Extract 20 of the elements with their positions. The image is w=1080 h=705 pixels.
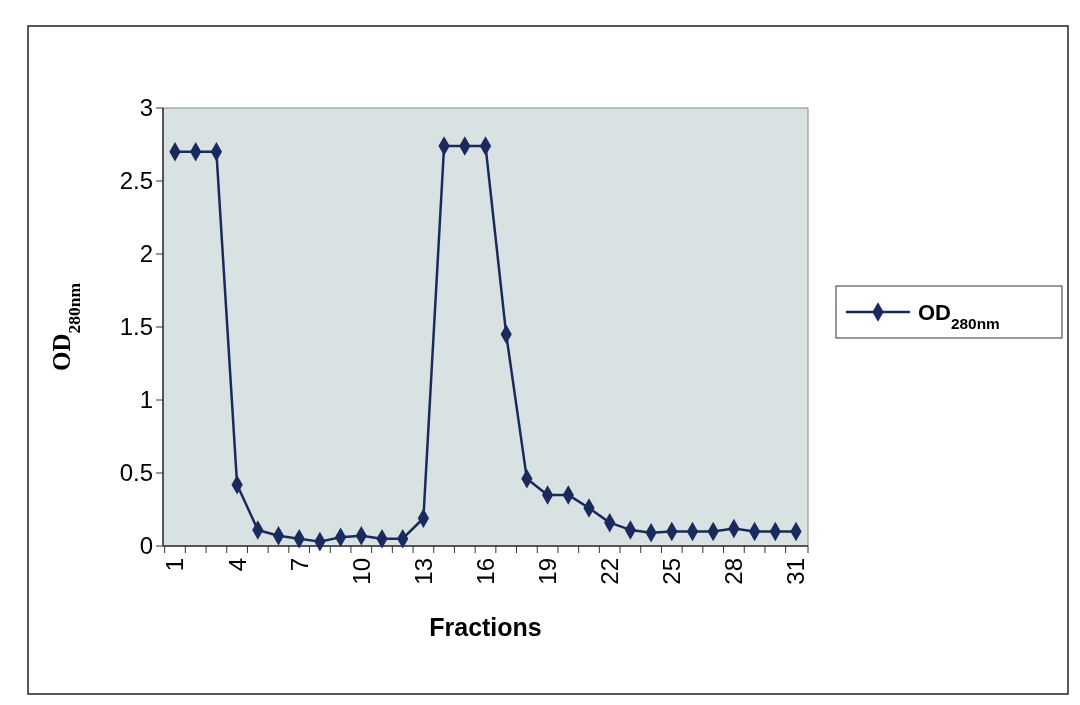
y-tick-label: 0 (139, 532, 153, 560)
x-tick-label: 16 (471, 558, 499, 585)
y-tick-label: 1 (139, 386, 153, 414)
y-tick-label: 0.5 (119, 459, 153, 487)
x-tick-label: 19 (534, 558, 561, 585)
x-tick-label: 13 (409, 558, 437, 585)
y-tick-label: 3 (139, 94, 153, 122)
y-tick-label: 2 (139, 240, 153, 268)
x-tick-label: 4 (223, 558, 251, 572)
y-tick-label: 1.5 (119, 313, 153, 341)
x-tick-label: 7 (285, 558, 313, 572)
x-tick-label: 28 (720, 558, 748, 585)
y-tick-label: 2.5 (119, 167, 153, 195)
x-tick-label: 1 (161, 558, 189, 572)
legend-label: OD$_{280nm}$ (918, 299, 1000, 332)
x-tick-label: 10 (347, 558, 375, 585)
x-tick-label: 31 (782, 558, 810, 585)
x-tick-label: 22 (596, 558, 624, 585)
x-tick-label: 25 (658, 558, 686, 585)
x-axis-title: Fractions (429, 613, 542, 641)
